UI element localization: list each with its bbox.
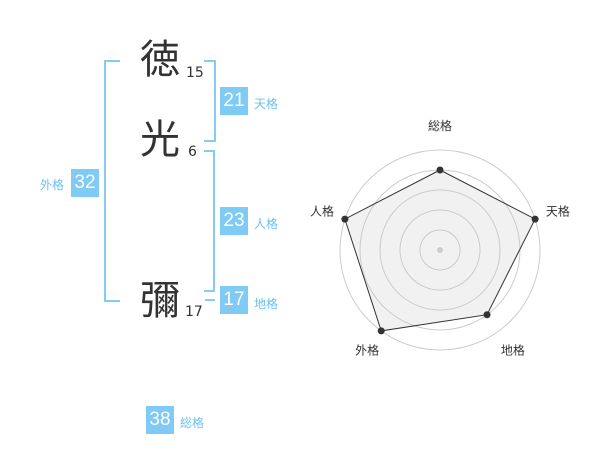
chikaku-value: 17 <box>220 286 248 314</box>
radar-grid-ring <box>379 189 501 311</box>
radar-axis-label: 人格 <box>310 204 334 219</box>
char-3-strokes: 17 <box>185 304 203 320</box>
gaikaku-bracket <box>104 60 120 302</box>
jinkaku-bracket <box>204 150 215 292</box>
tenkaku-bracket <box>204 60 216 142</box>
radar-grid-ring <box>419 229 461 271</box>
radar-point <box>531 215 539 223</box>
soukaku-label: 総格 <box>180 416 205 430</box>
radar-point <box>377 327 385 335</box>
chikaku-label: 地格 <box>254 297 279 311</box>
radar-grid-ring <box>339 149 541 351</box>
soukaku-value: 38 <box>146 406 174 434</box>
radar-axis-label: 外格 <box>355 342 379 357</box>
radar-axis-label: 総格 <box>428 118 452 133</box>
jinkaku-label: 人格 <box>254 217 279 231</box>
tenkaku-label: 天格 <box>254 97 279 111</box>
radar-axis-label: 天格 <box>546 204 570 219</box>
radar-center <box>437 247 443 253</box>
tenkaku-value: 21 <box>220 87 248 115</box>
chikaku-connector <box>205 299 215 301</box>
char-1-strokes: 15 <box>186 65 204 81</box>
radar-point <box>341 215 349 223</box>
radar-point <box>483 311 491 319</box>
radar-point <box>436 166 444 174</box>
char-1: 徳 <box>140 37 180 83</box>
radar-area <box>344 169 536 332</box>
radar-grid-ring <box>399 209 481 291</box>
jinkaku-value: 23 <box>220 207 248 235</box>
gaikaku-value: 32 <box>71 169 99 197</box>
char-2-strokes: 6 <box>188 144 197 160</box>
gaikaku-label: 外格 <box>40 178 65 192</box>
char-2: 光 <box>140 117 180 163</box>
char-3: 彌 <box>140 278 180 324</box>
radar-axis-label: 地格 <box>501 342 525 357</box>
